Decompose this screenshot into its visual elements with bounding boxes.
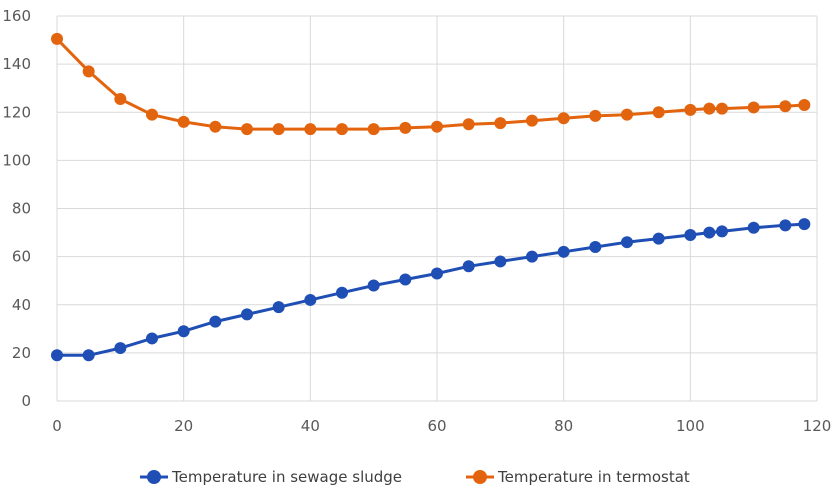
x-tick-label: 60 — [427, 417, 446, 435]
data-point — [209, 315, 222, 328]
data-point — [526, 114, 538, 127]
data-point — [798, 218, 811, 231]
data-point — [557, 112, 570, 125]
data-point — [652, 106, 665, 119]
data-point — [51, 349, 63, 362]
data-point — [367, 279, 380, 292]
data-point — [684, 103, 697, 116]
data-point — [462, 260, 475, 273]
data-point — [589, 241, 602, 253]
data-point — [304, 293, 317, 306]
data-point — [747, 221, 760, 234]
x-tick-label: 0 — [52, 417, 62, 435]
y-tick-label: 160 — [2, 7, 31, 25]
y-tick-label: 120 — [2, 103, 31, 121]
legend-label: Temperature in sewage sludge — [171, 468, 402, 486]
data-point — [526, 250, 538, 263]
data-point — [494, 117, 507, 130]
data-point — [703, 226, 716, 239]
data-point — [367, 123, 380, 136]
data-point — [716, 225, 728, 238]
y-tick-label: 20 — [12, 344, 31, 362]
series-line — [55, 37, 805, 131]
axis-tick-labels: 0 20 40 60 80 100 120 140 160 0 20 40 60 80 100 120 — [2, 7, 831, 435]
data-point — [209, 120, 222, 133]
data-point — [716, 102, 728, 115]
data-point — [621, 108, 633, 121]
data-point — [272, 123, 285, 136]
legend-item-1: Temperature in sewage sludge — [140, 468, 402, 486]
data-point — [462, 118, 475, 131]
data-point — [241, 123, 253, 136]
data-point — [684, 228, 697, 241]
data-point — [779, 100, 792, 113]
data-point — [51, 32, 63, 45]
grid-lines — [56, 15, 818, 402]
y-tick-label: 100 — [2, 151, 31, 169]
data-point — [798, 99, 811, 112]
y-tick-label: 80 — [12, 200, 31, 218]
series-1 — [51, 218, 811, 362]
data-point — [114, 342, 127, 355]
legend-label: Temperature in termostat — [497, 468, 690, 486]
y-tick-label: 40 — [12, 296, 31, 314]
data-point — [146, 332, 158, 345]
x-tick-label: 100 — [676, 417, 705, 435]
legend-item-2: Temperature in termostat — [466, 468, 690, 486]
data-point — [114, 93, 127, 106]
data-point — [304, 123, 317, 136]
series-2 — [51, 32, 811, 136]
data-point — [703, 102, 716, 115]
series-line — [57, 222, 805, 357]
data-point — [177, 325, 190, 338]
series-lines — [51, 32, 811, 362]
data-point — [82, 65, 95, 78]
data-point — [399, 273, 412, 286]
legend-marker — [473, 470, 487, 484]
data-point — [589, 109, 602, 122]
data-point — [652, 232, 665, 245]
legend-marker — [147, 470, 161, 484]
data-point — [557, 245, 570, 258]
legend: Temperature in sewage sludge Temperature … — [140, 468, 690, 486]
y-tick-label: 60 — [12, 248, 31, 266]
data-point — [336, 123, 348, 136]
data-point — [241, 308, 253, 321]
data-point — [399, 121, 412, 134]
x-tick-label: 80 — [554, 417, 573, 435]
data-point — [747, 101, 760, 114]
y-tick-label: 140 — [2, 55, 31, 73]
x-tick-label: 20 — [174, 417, 193, 435]
data-point — [621, 236, 633, 249]
data-point — [431, 267, 443, 280]
data-point — [82, 349, 95, 362]
data-point — [431, 120, 443, 133]
data-point — [146, 108, 158, 121]
data-point — [336, 286, 348, 299]
data-point — [272, 301, 285, 314]
data-point — [779, 219, 792, 232]
y-tick-label: 0 — [21, 392, 31, 410]
data-point — [177, 115, 190, 128]
x-tick-label: 120 — [803, 417, 832, 435]
data-point — [494, 255, 507, 268]
x-tick-label: 40 — [301, 417, 320, 435]
